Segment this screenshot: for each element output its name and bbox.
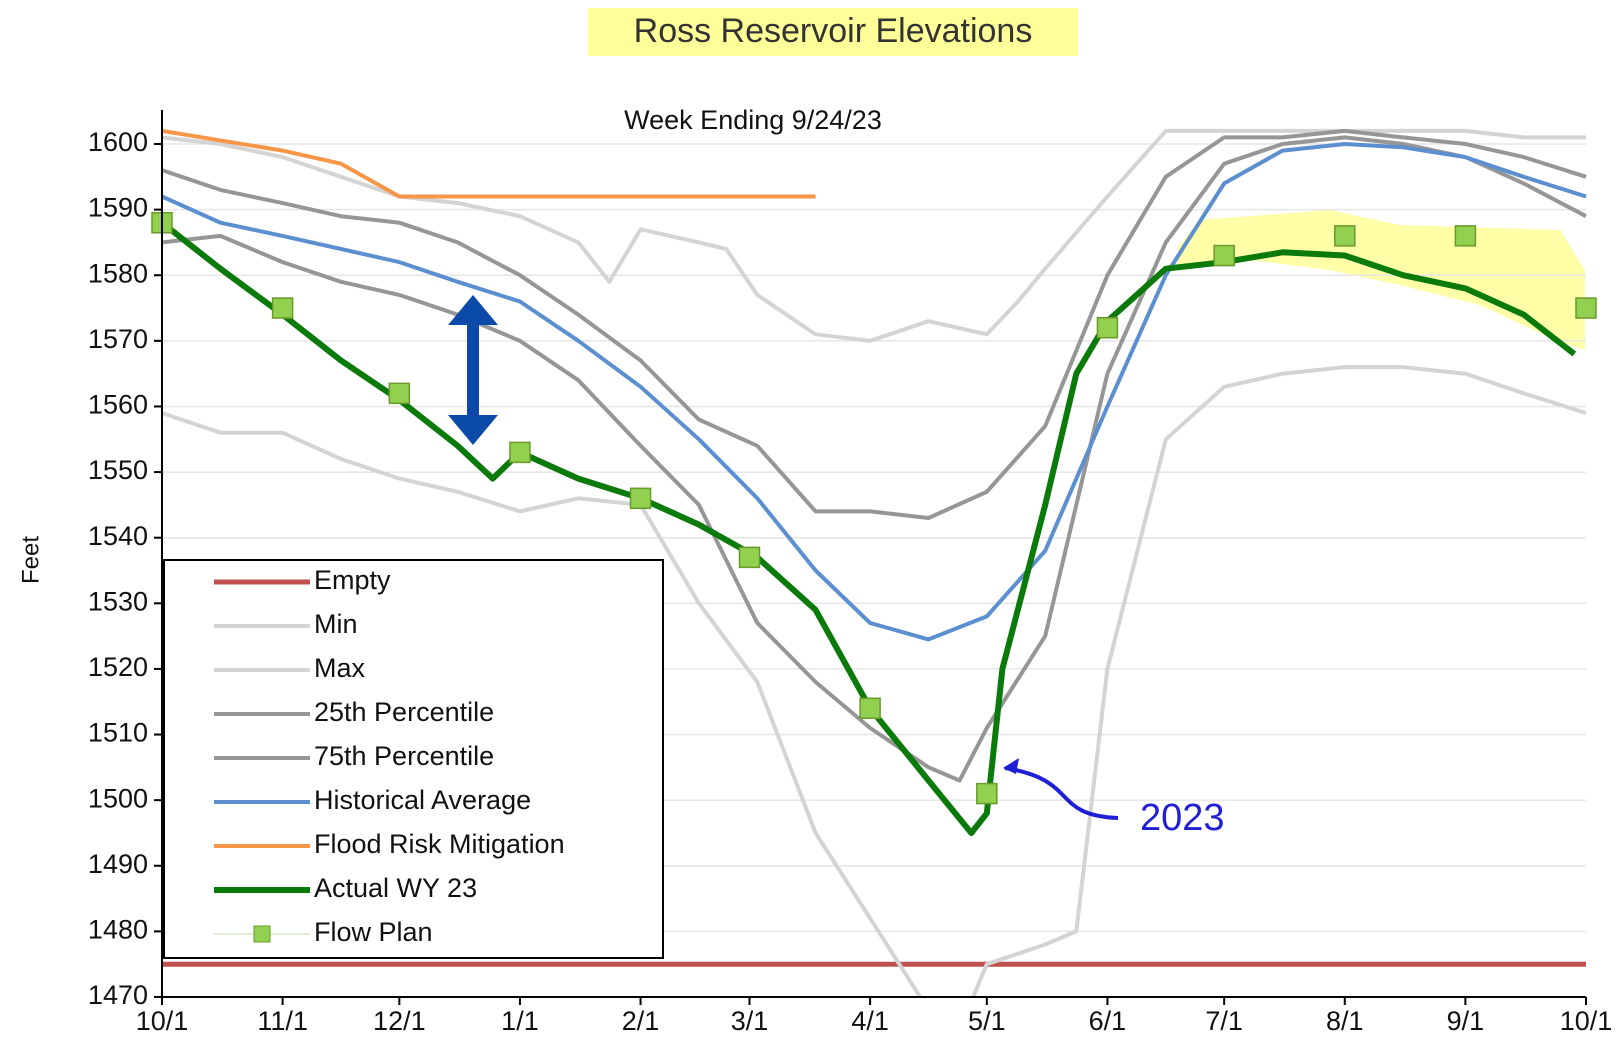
flow-plan-marker (271, 297, 294, 319)
annotation-arrowhead (1003, 758, 1019, 774)
y-tick-label: 1520 (88, 652, 148, 682)
y-tick-label: 1550 (88, 455, 148, 485)
flow-plan-marker (1096, 316, 1119, 339)
y-tick-label: 1570 (88, 324, 148, 354)
x-tick-label: 2/1 (622, 1006, 660, 1036)
annotation: 2023 (1140, 797, 1225, 839)
flow-plan-marker (738, 546, 761, 569)
legend-label: Actual WY 23 (314, 873, 477, 903)
y-axis-label: Feet (17, 536, 44, 584)
annotation-arrow (1004, 766, 1119, 820)
x-tick-label: 10/1 (1560, 1006, 1613, 1036)
y-tick-label: 1530 (88, 586, 148, 616)
series-line (162, 365, 1587, 997)
x-tick-label: 3/1 (731, 1006, 769, 1036)
y-tick-label: 1540 (88, 521, 148, 551)
x-tick-label: 4/1 (851, 1006, 889, 1036)
chart-subtitle: Week Ending 9/24/23 (624, 105, 882, 135)
y-tick-label: 1480 (88, 915, 148, 945)
y-tick-label: 1470 (88, 980, 148, 1010)
x-tick-label: 7/1 (1205, 1006, 1243, 1036)
x-tick-label: 6/1 (1089, 1006, 1127, 1036)
series-line (162, 220, 1577, 836)
chart-title: Ross Reservoir Elevations (634, 12, 1033, 50)
x-tick-label: 8/1 (1326, 1006, 1364, 1036)
flow-plan-marker (509, 441, 531, 464)
legend-label: Historical Average (314, 785, 531, 815)
flow-plan-marker (859, 697, 881, 720)
legend-label: 25th Percentile (314, 697, 494, 727)
y-tick-label: 1490 (88, 849, 148, 879)
y-tick-label: 1590 (88, 193, 148, 223)
flow-plan-marker (976, 782, 998, 805)
x-tick-label: 11/1 (257, 1006, 308, 1036)
series-line (162, 128, 1587, 520)
flow-plan-marker (1213, 244, 1235, 267)
flow-plan-marker (1334, 225, 1356, 247)
legend-label: Max (314, 653, 366, 683)
legend-label: Min (314, 609, 358, 639)
series-line (162, 128, 816, 199)
y-tick-label: 1500 (88, 783, 148, 813)
flow-plan-marker (629, 487, 652, 510)
legend-label: Empty (314, 565, 391, 595)
x-tick-label: 1/1 (501, 1006, 539, 1036)
x-tick-label: 12/1 (373, 1006, 426, 1036)
legend-label: Flow Plan (314, 917, 433, 947)
y-tick-label: 1580 (88, 258, 148, 288)
x-tick-label: 10/1 (136, 1006, 189, 1036)
flow-plan-marker (388, 382, 411, 405)
gap-arrow (448, 295, 498, 445)
legend-label: 75th Percentile (314, 741, 494, 771)
legend-label: Flood Risk Mitigation (314, 829, 565, 859)
legend-marker (253, 925, 271, 943)
flow-plan-marker (1575, 297, 1597, 319)
x-tick-label: 5/1 (968, 1006, 1006, 1036)
y-tick-label: 1510 (88, 718, 148, 748)
series-line (162, 142, 1587, 642)
x-tick-label: 9/1 (1447, 1006, 1485, 1036)
forecast-band (1178, 210, 1585, 350)
y-tick-label: 1600 (88, 127, 148, 157)
flow-plan-marker (1454, 225, 1477, 247)
title-highlight (588, 8, 1078, 56)
y-tick-label: 1560 (88, 390, 148, 420)
